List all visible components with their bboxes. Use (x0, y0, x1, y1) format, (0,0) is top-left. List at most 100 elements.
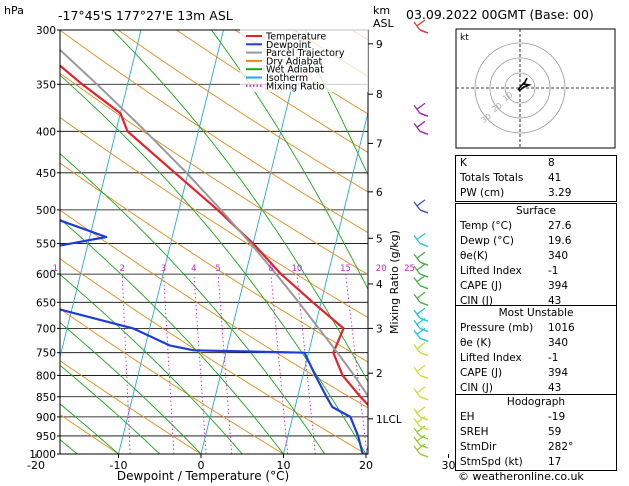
most-unstable-table: Most Unstable Pressure (mb) 1016 θe (K) 34… (455, 305, 617, 397)
wind-barb (419, 425, 429, 431)
dry-adiabat-line (622, 18, 629, 454)
legend-label: Temperature (265, 32, 326, 43)
mixing-ratio-tick-label: 3 (161, 264, 166, 274)
isotherm-line (60, 30, 142, 359)
wet-adiabat-line (60, 364, 161, 454)
wind-barb (416, 291, 426, 299)
series-line-temperature (60, 64, 368, 407)
wind-barb (419, 112, 429, 117)
wind-barb (416, 425, 426, 433)
temp-tick-label: 20 (359, 459, 373, 472)
wind-barb (419, 396, 429, 401)
km-tick-label: 6 (376, 187, 383, 199)
pressure-tick-label: 550 (36, 238, 56, 250)
pressure-tick-label: 300 (36, 25, 56, 37)
most-unstable-title: Most Unstable (498, 307, 574, 319)
series-line-dewpoint (60, 219, 364, 454)
dry-adiabat-line (60, 308, 284, 454)
dry-adiabat-line (117, 30, 368, 193)
temp-tick-label: 0 (198, 459, 205, 472)
mixing-ratio-line (270, 274, 289, 454)
wind-barb (416, 307, 426, 315)
mixing-ratio-line (121, 274, 131, 454)
pressure-tick-label: 900 (36, 412, 56, 424)
mixing-ratio-tick-label: 5 (215, 264, 220, 274)
mixing-ratio-axis-label: Mixing Ratio (g/kg) (388, 230, 401, 334)
pressure-tick-label: 400 (36, 126, 56, 138)
wind-barb (419, 416, 429, 421)
mixing-ratio-line (163, 274, 175, 454)
wet-adiabat-line (60, 74, 367, 454)
km-tick-label: 2 (376, 368, 383, 380)
hodograph-frame (455, 28, 616, 149)
index-row-pw: PW (cm) 3.29 (460, 187, 572, 199)
mixing-ratio-line (345, 274, 368, 454)
legend-label: Mixing Ratio (266, 81, 325, 92)
temp-tick-label: -10 (110, 459, 128, 472)
wind-barb (416, 263, 426, 271)
mixing-ratio-tick-label: 15 (340, 264, 351, 274)
wind-barb (416, 275, 426, 283)
km-tick-label: 1LCL (376, 414, 402, 426)
wet-adiabat-line (60, 218, 284, 454)
pressure-tick-label: 800 (36, 370, 56, 382)
pressure-tick-label: 850 (36, 392, 56, 404)
mixing-ratio-line (193, 274, 207, 454)
wind-barb (416, 102, 426, 110)
dry-adiabat-line (60, 116, 368, 319)
dry-adiabat-line (60, 360, 202, 454)
pressure-tick-label: 950 (36, 431, 56, 443)
mixing-ratio-tick-label: 20 (376, 264, 387, 274)
mixing-ratio-line (60, 447, 61, 454)
temp-tick-label: -20 (27, 459, 45, 472)
mixing-ratio-tick-label: 10 (291, 264, 302, 274)
legend-label: Wet Adiabat (266, 65, 324, 76)
surface-title: Surface (515, 205, 556, 217)
wind-barb (416, 443, 426, 451)
legend-label: Dry Adiabat (266, 56, 323, 67)
pressure-tick-label: 700 (36, 323, 56, 335)
mixing-ratio-tick-label: 2 (119, 264, 124, 274)
wet-adiabat-line (211, 30, 368, 291)
mixing-ratio-tick-label: 25 (404, 264, 415, 274)
wind-barb (416, 406, 426, 414)
legend-label: Parcel Trajectory (266, 48, 345, 59)
hodograph-trace (517, 77, 532, 92)
wind-barb (416, 251, 426, 259)
hodograph-ring (474, 42, 566, 134)
footer-credit: © weatheronline.co.uk (458, 470, 584, 483)
pressure-tick-label: 600 (36, 269, 56, 281)
pressure-tick-label: 650 (36, 297, 56, 309)
mixing-ratio-line (217, 274, 233, 454)
temp-tick-label: 10 (277, 459, 291, 472)
wind-barb (419, 242, 429, 248)
wind-barb (419, 130, 429, 136)
wind-barb (419, 453, 429, 458)
mixing-ratio-tick-label: 4 (191, 264, 196, 274)
isotherm-line (200, 30, 307, 454)
index-row-totals: Totals Totals 41 (460, 172, 562, 184)
wind-barb (416, 386, 426, 394)
legend-label: Dewpoint (266, 40, 311, 51)
pressure-tick-label: 350 (36, 79, 56, 91)
dry-adiabat-line (60, 209, 368, 409)
wind-barb (419, 327, 429, 333)
wet-adiabat-line (60, 273, 243, 454)
hodograph-table: Hodograph EH -19 SREH 59 StmDir 282° StmSpd… (455, 394, 617, 471)
asl-label: ASL (373, 17, 395, 30)
surface-table: Surface Temp (°C) 27.6 Dewp (°C) 19.6 θe(K… (455, 203, 617, 310)
wet-adiabat-line (60, 321, 202, 454)
km-tick-label: 9 (376, 39, 383, 51)
wind-barb (416, 199, 426, 207)
wind-barb (419, 29, 429, 34)
wind-barb (416, 19, 426, 27)
legend-label: Isotherm (266, 73, 308, 84)
wet-adiabat-line (0, 30, 36, 454)
hodograph-table-title: Hodograph (506, 396, 566, 408)
mixing-ratio-tick-label: 8 (268, 264, 273, 274)
temp-tick-label: 30 (442, 459, 456, 472)
km-tick-label: 8 (376, 89, 383, 101)
